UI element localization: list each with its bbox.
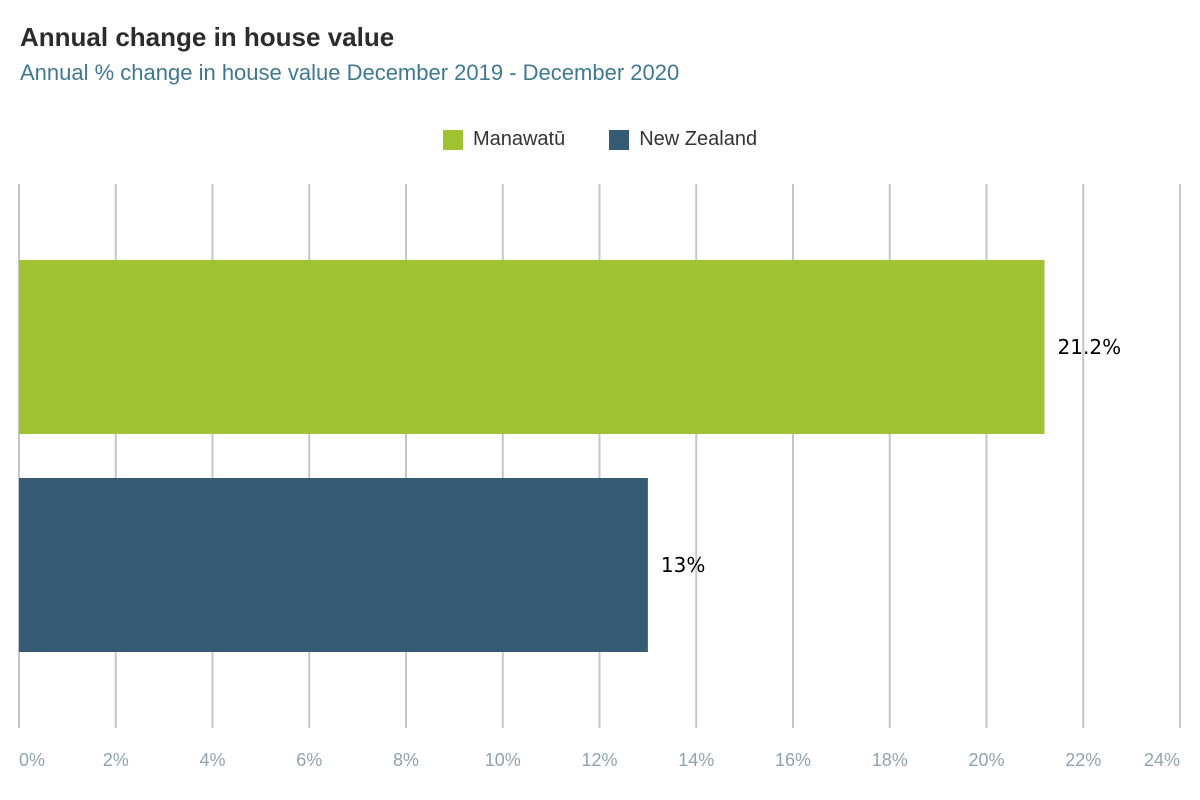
x-tick-label-0: 0% — [19, 750, 45, 770]
bar-new-zealand — [19, 478, 648, 652]
legend-swatch-new-zealand — [609, 129, 630, 150]
x-tick-label-6: 12% — [581, 750, 617, 770]
legend-swatch-manawatu — [442, 129, 463, 150]
legend-item-new-zealand: New Zealand — [609, 128, 757, 151]
x-tick-label-8: 16% — [775, 750, 811, 770]
x-tick-label-7: 14% — [678, 750, 714, 770]
legend-label-new-zealand: New Zealand — [639, 128, 758, 150]
x-tick-label-1: 2% — [103, 750, 129, 770]
x-tick-label-9: 18% — [872, 750, 908, 770]
x-tick-label-3: 6% — [296, 750, 322, 770]
x-tick-label-10: 20% — [968, 750, 1004, 770]
chart-title: Annual change in house value — [20, 22, 395, 52]
data-label-new-zealand: 13% — [661, 553, 705, 577]
x-tick-label-4: 8% — [393, 750, 419, 770]
data-label-manawatu: 21.2% — [1058, 335, 1122, 359]
x-tick-label-2: 4% — [199, 750, 225, 770]
x-tick-label-12: 24% — [1144, 750, 1180, 770]
x-tick-label-11: 22% — [1065, 750, 1101, 770]
legend-item-manawatu: Manawatū — [442, 128, 566, 151]
bar-manawatu — [19, 260, 1045, 434]
legend-label-manawatu: Manawatū — [472, 128, 566, 150]
chart-subtitle: Annual % change in house value December … — [20, 60, 680, 85]
legend: Manawatū New Zealand — [0, 128, 1200, 151]
x-tick-label-5: 10% — [485, 750, 521, 770]
